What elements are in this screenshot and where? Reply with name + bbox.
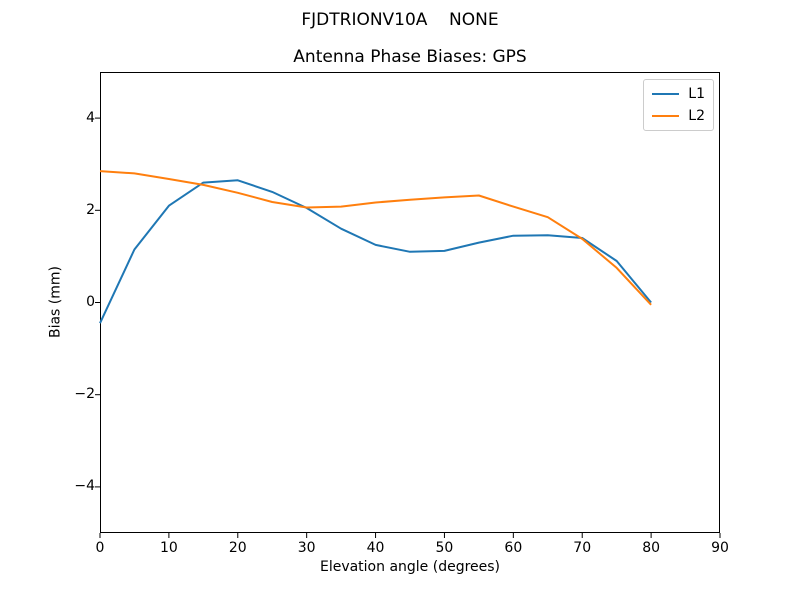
x-tick-label: 60 <box>504 540 523 556</box>
y-tick-label: −2 <box>74 386 95 403</box>
axes-title: Antenna Phase Biases: GPS <box>293 47 527 67</box>
x-tick-label: 20 <box>228 540 247 556</box>
plot-area: L1 L2 <box>100 72 720 533</box>
legend: L1 L2 <box>643 79 714 131</box>
series-l1-line <box>99 179 652 324</box>
series-l2-line <box>99 170 652 306</box>
x-tick-label: 30 <box>297 540 316 556</box>
legend-item-l2: L2 <box>652 108 705 124</box>
x-tick-label: 80 <box>642 540 661 556</box>
x-tick-label: 90 <box>711 540 729 556</box>
l2-legend-label: L2 <box>688 108 705 124</box>
figure-suptitle: FJDTRIONV10A NONE <box>301 10 499 30</box>
l2-line-swatch <box>652 115 680 117</box>
x-tick-label: 10 <box>159 540 178 556</box>
x-tick-label: 0 <box>95 540 105 556</box>
l1-legend-label: L1 <box>688 86 705 102</box>
legend-item-l1: L1 <box>652 86 705 102</box>
axes-frame <box>100 72 720 533</box>
x-axis-label: Elevation angle (degrees) <box>319 559 501 575</box>
x-tick-label: 70 <box>573 540 592 556</box>
x-tick-label: 40 <box>366 540 385 556</box>
x-tick-label: 50 <box>435 540 454 556</box>
l1-line-swatch <box>652 93 680 95</box>
y-tick-label: 4 <box>86 109 95 126</box>
y-tick-label: 0 <box>86 294 95 310</box>
y-tick-label: −4 <box>74 478 95 495</box>
y-tick-label: 2 <box>86 201 95 218</box>
